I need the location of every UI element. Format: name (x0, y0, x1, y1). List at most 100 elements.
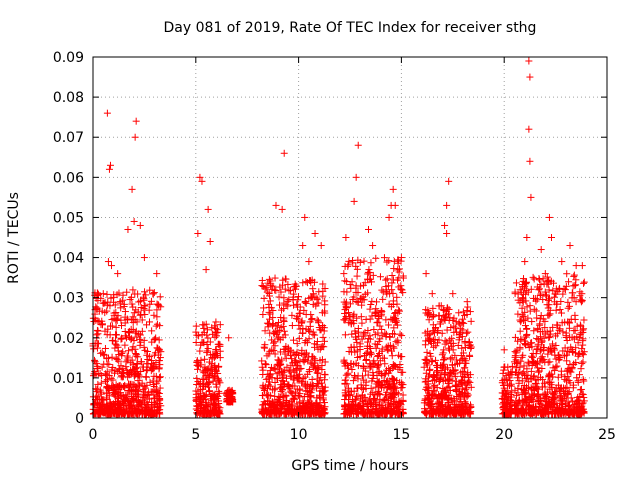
data-point (390, 257, 398, 265)
data-point (114, 409, 122, 417)
data-point (297, 364, 305, 372)
data-point (97, 379, 105, 387)
data-points (89, 57, 588, 418)
data-point (137, 304, 145, 312)
data-point (121, 319, 129, 327)
data-point (286, 368, 294, 376)
data-point (351, 373, 359, 381)
data-point (307, 311, 315, 319)
data-point (308, 375, 316, 383)
data-point (313, 369, 321, 377)
data-point (305, 335, 313, 343)
data-point (571, 311, 579, 319)
data-point (385, 257, 393, 265)
data-point (211, 365, 219, 373)
data-point (311, 409, 319, 417)
data-point (153, 391, 161, 399)
data-point (110, 315, 118, 323)
data-point (388, 271, 396, 279)
data-point (150, 351, 158, 359)
data-point (125, 347, 133, 355)
data-point (271, 274, 279, 282)
data-point (341, 331, 349, 339)
data-point (265, 303, 273, 311)
data-point (103, 290, 111, 298)
data-point (149, 377, 157, 385)
data-point (126, 407, 134, 415)
data-point (91, 368, 99, 376)
data-point (151, 335, 159, 343)
data-point (120, 300, 128, 308)
data-point (299, 279, 307, 287)
data-point (300, 358, 308, 366)
data-point (212, 404, 220, 412)
data-point (118, 352, 126, 360)
y-tick-label: 0.01 (53, 371, 84, 387)
data-point (144, 401, 152, 409)
data-point (148, 327, 156, 335)
data-point (216, 379, 224, 387)
data-point (195, 359, 203, 367)
data-point (301, 213, 309, 221)
data-point (146, 286, 154, 294)
data-point (354, 141, 362, 149)
y-tick-label: 0.07 (53, 130, 84, 146)
data-point (114, 395, 122, 403)
data-point (287, 361, 295, 369)
data-point (212, 346, 220, 354)
data-point (258, 408, 266, 416)
data-point (135, 298, 143, 306)
data-point (105, 165, 113, 173)
data-point (132, 383, 140, 391)
data-point (125, 329, 133, 337)
data-point (93, 362, 101, 370)
data-point (104, 258, 112, 266)
data-point (143, 381, 151, 389)
x-tick-labels: 0 5 10 15 20 25 (89, 427, 616, 443)
data-point (193, 409, 201, 417)
data-point (465, 351, 473, 359)
data-point (105, 385, 113, 393)
data-point (305, 258, 313, 266)
data-point (212, 318, 220, 326)
data-point (526, 157, 534, 165)
data-point (94, 327, 102, 335)
data-point (133, 386, 141, 394)
data-point (261, 327, 269, 335)
data-point (388, 352, 396, 360)
data-point (109, 383, 117, 391)
data-point (574, 377, 582, 385)
data-point (265, 315, 273, 323)
data-point (106, 161, 114, 169)
data-point (122, 334, 130, 342)
data-point (260, 294, 268, 302)
data-point (155, 336, 163, 344)
data-point (125, 327, 133, 335)
data-point (130, 217, 138, 225)
data-point (291, 382, 299, 390)
data-point (261, 341, 269, 349)
data-point (258, 409, 266, 417)
data-point (208, 406, 216, 414)
data-point (136, 331, 144, 339)
data-point (136, 221, 144, 229)
data-point (343, 278, 351, 286)
data-point (294, 375, 302, 383)
data-point (140, 343, 148, 351)
data-point (119, 348, 127, 356)
data-point (372, 254, 380, 262)
data-point (121, 401, 129, 409)
data-point (288, 311, 296, 319)
data-point (99, 409, 107, 417)
data-point (118, 334, 126, 342)
data-point (98, 349, 106, 357)
data-point (138, 327, 146, 335)
data-point (200, 324, 208, 332)
data-point (135, 371, 143, 379)
data-point (193, 331, 201, 339)
data-point (134, 290, 142, 298)
data-point (117, 335, 125, 343)
data-point (128, 185, 136, 193)
data-point (318, 356, 326, 364)
chart-title: Day 081 of 2019, Rate Of TEC Index for r… (164, 20, 537, 36)
